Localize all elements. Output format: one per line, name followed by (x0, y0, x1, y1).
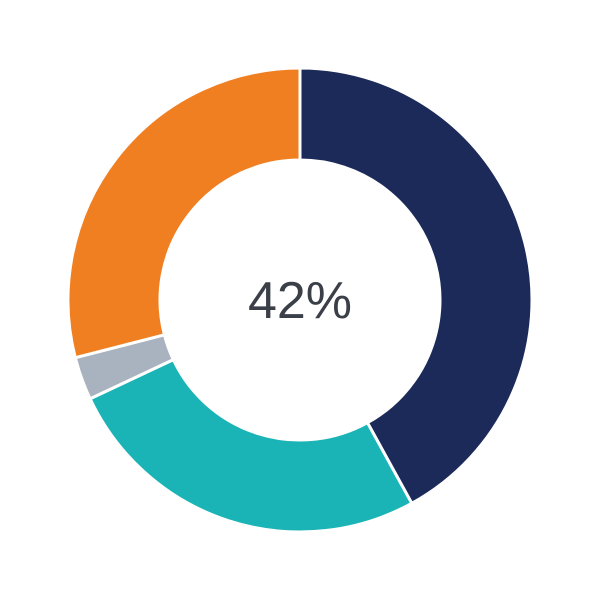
center-label: 42% (248, 272, 352, 330)
donut-slice-2 (88, 357, 414, 534)
donut-slice-4 (66, 66, 302, 360)
slices (66, 66, 534, 534)
donut-slice-1 (298, 66, 534, 506)
